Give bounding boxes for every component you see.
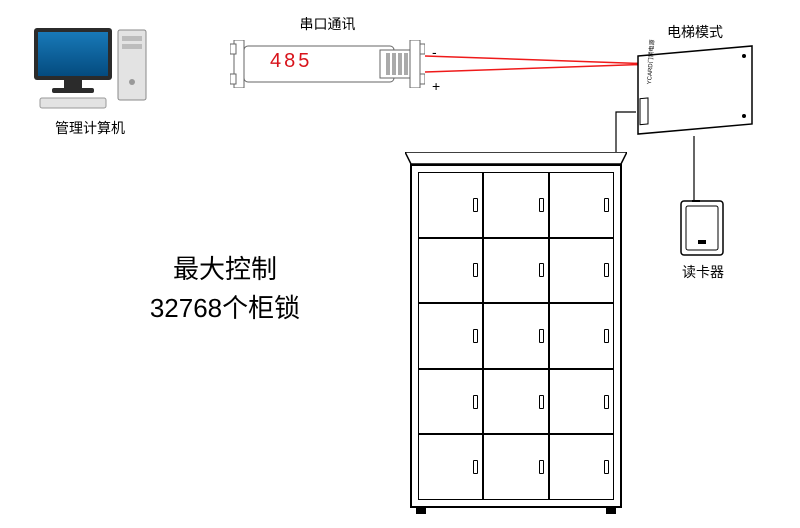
locker-cell: [418, 238, 483, 304]
locker-grid: [418, 172, 614, 500]
locker-handle-icon: [604, 460, 609, 474]
locker-handle-icon: [473, 395, 478, 409]
locker-handle-icon: [604, 263, 609, 277]
converter-title: 串口通讯: [230, 14, 425, 34]
locker: [410, 160, 622, 512]
caption: 最大控制 32768个柜锁: [105, 250, 345, 328]
locker-handle-icon: [473, 329, 478, 343]
converter-svg: [230, 40, 425, 88]
locker-cell: [483, 238, 548, 304]
locker-handle-icon: [604, 395, 609, 409]
locker-handle-icon: [473, 263, 478, 277]
locker-handle-icon: [473, 460, 478, 474]
locker-handle-icon: [604, 198, 609, 212]
card-reader: [680, 200, 724, 256]
locker-handle-icon: [473, 198, 478, 212]
locker-cell: [483, 369, 548, 435]
computer: [30, 22, 150, 112]
locker-cell: [418, 172, 483, 238]
locker-handle-icon: [539, 395, 544, 409]
computer-label: 管理计算机: [30, 118, 150, 138]
locker-cell: [549, 303, 614, 369]
locker-handle-icon: [539, 263, 544, 277]
controller: YCARD门禁电源: [636, 44, 754, 136]
locker-handle-icon: [539, 198, 544, 212]
converter-text: 485: [270, 50, 312, 73]
card-reader-svg: [680, 200, 724, 256]
caption-line2: 32768个柜锁: [105, 289, 345, 328]
locker-cell: [418, 303, 483, 369]
locker-handle-icon: [604, 329, 609, 343]
converter: 485: [230, 40, 425, 88]
locker-handle-icon: [539, 460, 544, 474]
locker-frame: [410, 164, 622, 508]
locker-cell: [483, 303, 548, 369]
locker-cell: [483, 172, 548, 238]
locker-cell: [483, 434, 548, 500]
locker-cell: [549, 238, 614, 304]
locker-cell: [549, 172, 614, 238]
computer-svg: [30, 22, 150, 112]
locker-foot: [416, 508, 426, 514]
locker-cell: [418, 369, 483, 435]
locker-handle-icon: [539, 329, 544, 343]
caption-line1: 最大控制: [105, 250, 345, 289]
locker-foot: [606, 508, 616, 514]
minus-sign: -: [432, 44, 437, 60]
plus-sign: +: [432, 78, 440, 94]
locker-cell: [549, 434, 614, 500]
locker-cell: [549, 369, 614, 435]
reader-label: 读卡器: [668, 262, 738, 282]
locker-cell: [418, 434, 483, 500]
